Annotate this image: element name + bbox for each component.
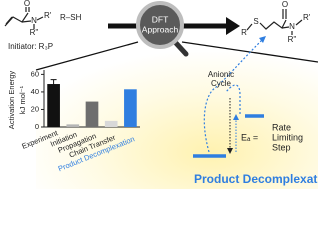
y-tick-label: 40 <box>31 87 39 96</box>
bar <box>124 89 137 127</box>
atom: O <box>24 0 30 8</box>
cycle-path <box>225 84 241 114</box>
step-label: Rate <box>272 122 291 132</box>
y-axis-label: kJ mol⁻¹ <box>18 85 27 114</box>
bar <box>66 124 80 127</box>
highlight-label: Product Decomplexation <box>194 172 318 186</box>
cycle-label: Cycle <box>211 79 232 88</box>
cone-edge <box>35 41 139 71</box>
atom: R <box>241 28 247 37</box>
spotlight <box>36 42 318 189</box>
bar <box>47 84 60 127</box>
barrier-label: Eₐ = <box>241 132 258 142</box>
y-tick-label: 20 <box>31 104 39 113</box>
step-label: Step <box>272 142 291 152</box>
atom: N <box>289 22 295 31</box>
arrow-head <box>226 17 240 35</box>
step-label: Limiting <box>272 132 303 142</box>
method-label: DFT <box>152 14 169 24</box>
atom: N <box>31 16 37 25</box>
atom: S <box>253 17 258 26</box>
y-tick-label: 60 <box>31 69 39 78</box>
reactant-structure <box>4 7 44 29</box>
product-structure <box>246 9 303 35</box>
magnifier-handle <box>172 39 189 57</box>
bar <box>104 120 118 127</box>
atom: R' <box>44 11 52 20</box>
atom: R'' <box>288 35 297 44</box>
atom: R'' <box>30 28 39 37</box>
thiol: R–SH <box>60 13 82 22</box>
graphical-abstract: O N R' R'' R–SH Initiator: R₃P DFT Appro… <box>4 0 318 189</box>
initiator: Initiator: R₃P <box>8 42 53 51</box>
error-bar <box>50 79 57 89</box>
y-tick-label: 0 <box>35 122 39 131</box>
atom: O <box>282 0 288 9</box>
cycle-path <box>203 39 263 153</box>
cycle-label: Anionic <box>208 70 234 79</box>
atom: R' <box>303 13 311 22</box>
y-axis-label: Activation Energy <box>7 71 16 130</box>
cycle-arrow-head <box>259 36 266 43</box>
cycle-arrow-head <box>227 148 233 154</box>
magnifier <box>136 1 184 49</box>
method-label: Approach <box>142 24 179 34</box>
barrier-arrow-head <box>233 114 239 120</box>
bar <box>85 101 99 127</box>
